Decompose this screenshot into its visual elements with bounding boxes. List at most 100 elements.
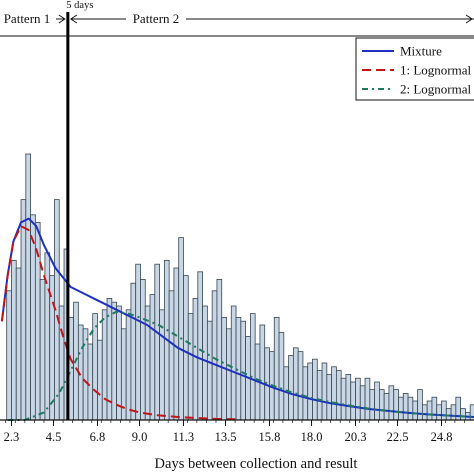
histogram-bar: [240, 320, 247, 421]
x-tick-label: 22.5: [387, 430, 409, 444]
pattern2-label-bg: [126, 11, 186, 27]
histogram-bar: [288, 354, 294, 421]
histogram-bar: [359, 385, 366, 421]
histogram-bar: [87, 343, 94, 421]
histogram-bar: [355, 377, 361, 421]
x-tick-label: 4.5: [46, 430, 62, 444]
histogram-bar: [412, 400, 419, 421]
pattern2-label: Pattern 2: [133, 11, 180, 26]
histogram-bar: [278, 332, 285, 421]
histogram-bar: [426, 400, 433, 421]
histogram-bar: [378, 389, 385, 421]
x-tick-label: 11.3: [173, 430, 194, 444]
histogram-bar: [421, 404, 428, 421]
histogram-bar: [321, 362, 328, 421]
histogram-bar: [402, 392, 409, 421]
histogram-bar: [226, 328, 232, 421]
histogram-bar: [340, 377, 347, 421]
histogram-bar: [140, 278, 146, 421]
histogram-bar: [216, 278, 223, 421]
x-tick-label: 18.0: [301, 430, 323, 444]
histogram-bar: [39, 278, 46, 421]
histogram-bar: [168, 290, 175, 421]
histogram-bar: [97, 339, 103, 421]
histogram-bar: [249, 313, 256, 421]
histogram-bar: [187, 313, 194, 421]
histogram-bar: [383, 392, 390, 421]
x-axis-label: Days between collection and result: [155, 456, 358, 472]
histogram-bar: [11, 259, 17, 421]
legend: Mixture 1: Lognormal 2: Lognormal: [355, 37, 474, 101]
histogram-bar: [192, 297, 199, 421]
histogram-bar: [326, 373, 333, 421]
histogram-bar: [15, 267, 22, 421]
histogram-bar: [302, 366, 309, 421]
histogram-bar: [6, 290, 12, 421]
histogram-bar: [364, 377, 371, 421]
histogram-bar: [20, 199, 27, 421]
curves: [0, 217, 474, 421]
histogram-bar: [92, 313, 98, 421]
histogram-bar: [393, 389, 399, 421]
histogram-bar: [25, 153, 31, 421]
legend-label-1: Mixture: [400, 44, 442, 59]
histogram-bar: [183, 275, 189, 421]
histogram-bar: [436, 404, 442, 421]
histogram-bar: [211, 290, 218, 421]
histogram-bar: [206, 320, 213, 421]
x-tick-label: 2.3: [4, 430, 20, 444]
histogram-bar: [125, 309, 132, 421]
histogram-bar: [135, 263, 141, 421]
annotations: 5 days Pattern 1 Pattern 2: [0, 0, 474, 420]
histogram-bar: [116, 305, 122, 421]
histogram-bar: [445, 408, 452, 421]
pattern1-label: Pattern 1: [4, 11, 51, 26]
axes: 2.3 4.5 6.8 9.0 11.3 13.5 15.8 18.0 20.3 22.5 24.8: [0, 419, 474, 444]
histogram-bar: [398, 396, 404, 421]
bars: [6, 153, 474, 421]
series-line-2: [0, 225, 236, 421]
histogram-bar: [460, 408, 466, 421]
histogram-bar: [30, 214, 36, 421]
histogram-bar: [335, 370, 342, 421]
histogram-bar: [407, 396, 414, 421]
histogram-bar: [316, 370, 323, 421]
histogram-bar: [178, 237, 184, 421]
legend-label-2: 1: Lognormal: [400, 63, 472, 78]
histogram-bar: [374, 381, 380, 421]
pattern1-label-bg: [0, 11, 56, 27]
histogram-bar: [202, 305, 208, 421]
histogram-bar: [450, 404, 457, 421]
histogram-bar: [259, 324, 266, 421]
x-tick-label: 6.8: [90, 430, 106, 444]
pattern2-end-arrow-icon: [465, 14, 473, 24]
histogram-bar: [297, 351, 304, 421]
series-line-3: [7, 310, 474, 421]
x-tick-label: 13.5: [215, 430, 237, 444]
histogram-bar: [441, 400, 447, 421]
histogram-bar: [312, 358, 318, 421]
legend-box: [355, 37, 474, 101]
histogram-bar: [331, 366, 337, 421]
five-day-label: 5 days: [66, 0, 93, 11]
histogram-bar: [345, 373, 352, 421]
x-tick-label: 9.0: [132, 430, 148, 444]
histogram-bar: [292, 347, 299, 421]
histogram-bar: [82, 328, 89, 421]
histogram-bar: [350, 381, 356, 421]
histogram-bar: [417, 389, 423, 421]
histogram-bar: [230, 305, 237, 421]
histogram-bar: [149, 294, 156, 421]
histogram-bar: [197, 271, 203, 421]
x-tick-label: 24.8: [431, 430, 453, 444]
pattern1-arrow-icon: [58, 14, 66, 24]
histogram-bar: [388, 385, 395, 421]
histogram-bar: [154, 263, 160, 421]
legend-label-3: 2: Lognormal: [400, 82, 472, 97]
histogram-bar: [307, 362, 313, 421]
histogram-bar: [111, 301, 117, 421]
x-tick-label: 15.8: [259, 430, 281, 444]
histogram-bar: [68, 316, 74, 421]
x-tick-label: 20.3: [345, 430, 367, 444]
